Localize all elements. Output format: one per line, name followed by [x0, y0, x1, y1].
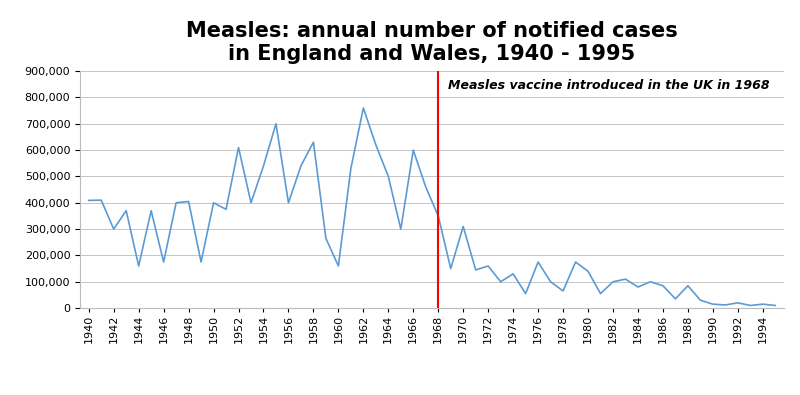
Text: Measles vaccine introduced in the UK in 1968: Measles vaccine introduced in the UK in … [448, 79, 770, 92]
Title: Measles: annual number of notified cases
in England and Wales, 1940 - 1995: Measles: annual number of notified cases… [186, 21, 678, 64]
